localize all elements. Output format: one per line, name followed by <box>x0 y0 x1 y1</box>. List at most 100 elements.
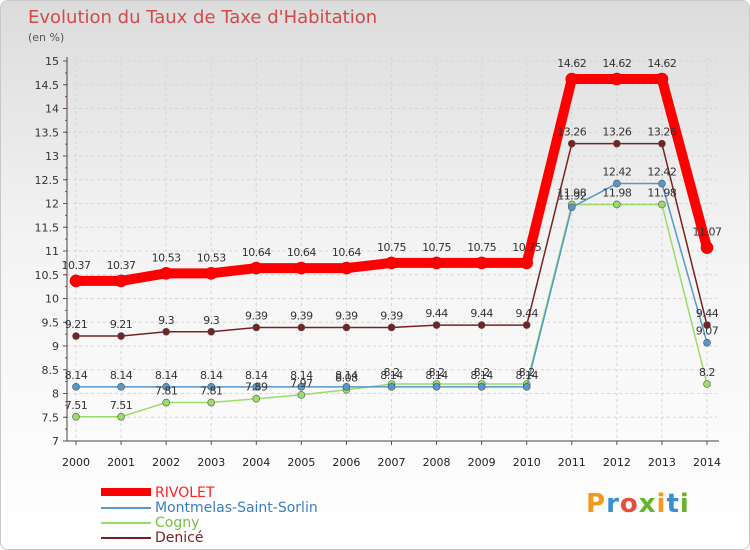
data-label-cogny: 8.2 <box>699 366 715 379</box>
x-tick-label: 2004 <box>242 456 270 469</box>
x-tick-label: 2007 <box>378 456 406 469</box>
data-label-rivolet: 14.62 <box>602 57 631 70</box>
data-point-rivolet <box>159 267 173 280</box>
x-tick-label: 2008 <box>423 456 451 469</box>
data-label-cogny: 11.98 <box>602 186 631 199</box>
data-label-cogny: 8.2 <box>519 366 535 379</box>
data-point-montmelas <box>72 383 80 391</box>
y-tick-label: 8.5 <box>42 364 60 377</box>
data-point-denice <box>207 327 216 336</box>
y-tick-label: 12.5 <box>35 174 60 187</box>
x-tick-label: 2010 <box>513 456 541 469</box>
data-point-denice <box>703 321 711 329</box>
y-tick-label: 11 <box>45 245 59 258</box>
data-label-rivolet: 10.37 <box>107 259 136 272</box>
data-point-cogny <box>162 398 170 407</box>
data-label-rivolet: 10.53 <box>197 251 226 264</box>
chart-title: Evolution du Taux de Taxe d'Habitation <box>28 7 378 28</box>
data-label-cogny: 7.51 <box>110 399 133 412</box>
data-point-montmelas <box>432 383 441 391</box>
data-label-rivolet: 10.75 <box>377 241 406 254</box>
data-label-rivolet: 14.62 <box>557 57 586 70</box>
data-label-montmelas: 8.14 <box>110 369 133 382</box>
logo-letter: P <box>586 489 607 519</box>
data-label-montmelas: 12.42 <box>647 166 676 179</box>
data-label-montmelas: 8.14 <box>335 369 358 382</box>
y-tick-label: 14.5 <box>35 79 60 92</box>
y-tick-label: 10 <box>45 293 59 306</box>
data-point-rivolet <box>385 256 398 270</box>
data-label-denice: 9.3 <box>203 314 219 327</box>
data-label-denice: 9.21 <box>110 318 133 331</box>
data-point-denice <box>567 139 576 148</box>
data-label-denice: 9.39 <box>245 309 268 322</box>
data-point-cogny <box>252 394 261 403</box>
legend-swatch-rivolet <box>101 488 151 496</box>
y-tick-label: 7 <box>52 435 59 448</box>
data-point-rivolet <box>610 72 624 86</box>
legend-label-rivolet: RIVOLET <box>155 485 215 501</box>
data-point-rivolet <box>249 261 263 275</box>
x-tick-label: 2006 <box>332 456 360 469</box>
logo-letter: i <box>656 489 667 519</box>
data-label-montmelas: 12.42 <box>602 166 631 179</box>
data-point-montmelas <box>658 179 666 188</box>
data-point-rivolet <box>295 261 308 275</box>
data-label-rivolet: 14.62 <box>647 57 676 70</box>
data-label-rivolet: 10.75 <box>512 241 541 254</box>
data-label-rivolet: 10.75 <box>467 241 496 254</box>
y-tick-label: 9.5 <box>42 316 60 329</box>
legend-swatch-cogny <box>101 522 151 524</box>
data-point-montmelas <box>477 383 486 391</box>
data-label-montmelas: 8.14 <box>200 369 223 382</box>
data-point-montmelas <box>387 383 396 391</box>
data-point-denice <box>432 321 441 329</box>
data-point-rivolet <box>114 274 128 288</box>
data-label-rivolet: 10.53 <box>152 251 181 264</box>
data-point-montmelas <box>613 179 621 188</box>
data-label-denice: 13.26 <box>602 126 631 139</box>
data-point-montmelas <box>703 338 711 347</box>
data-point-cogny <box>72 412 80 421</box>
legend-label-montmelas: Montmelas-Saint-Sorlin <box>155 500 318 516</box>
data-label-denice: 9.3 <box>158 314 174 327</box>
data-label-denice: 13.26 <box>647 126 676 139</box>
data-point-cogny <box>658 200 666 209</box>
legend-swatch-montmelas <box>101 507 151 509</box>
data-point-rivolet <box>655 72 669 86</box>
data-label-cogny: 7.89 <box>245 381 268 394</box>
y-tick-label: 15 <box>45 55 59 68</box>
data-point-denice <box>477 321 486 329</box>
data-point-montmelas <box>207 383 216 391</box>
data-point-rivolet <box>700 241 714 254</box>
y-tick-label: 14 <box>45 103 59 116</box>
data-point-rivolet <box>430 256 443 270</box>
data-label-rivolet: 10.37 <box>62 259 91 272</box>
x-tick-label: 2003 <box>197 456 225 469</box>
data-point-rivolet <box>520 256 534 270</box>
data-label-cogny: 11.98 <box>647 186 676 199</box>
proxiti-logo: Proxiti <box>586 489 690 519</box>
data-point-montmelas <box>117 383 125 391</box>
x-tick-label: 2011 <box>558 456 586 469</box>
data-label-denice: 13.26 <box>557 126 586 139</box>
data-label-denice: 9.44 <box>425 307 448 320</box>
data-label-rivolet: 10.64 <box>287 246 316 259</box>
data-label-denice: 9.44 <box>470 307 493 320</box>
data-point-rivolet <box>475 256 488 270</box>
x-tick-label: 2001 <box>107 456 135 469</box>
chart-subtitle: (en %) <box>28 31 65 44</box>
data-label-cogny: 7.81 <box>155 385 178 398</box>
data-label-cogny: 7.51 <box>65 399 88 412</box>
data-point-cogny <box>207 398 216 407</box>
data-label-montmelas: 8.14 <box>515 369 538 382</box>
data-point-denice <box>72 332 80 340</box>
data-point-cogny <box>297 391 306 399</box>
data-point-montmelas <box>522 383 531 391</box>
data-point-montmelas <box>252 383 261 391</box>
y-tick-label: 13.5 <box>35 126 60 139</box>
data-label-montmelas: 8.14 <box>290 369 313 382</box>
data-point-denice <box>342 323 351 332</box>
data-label-montmelas: 8.14 <box>425 369 448 382</box>
x-tick-label: 2013 <box>648 456 676 469</box>
